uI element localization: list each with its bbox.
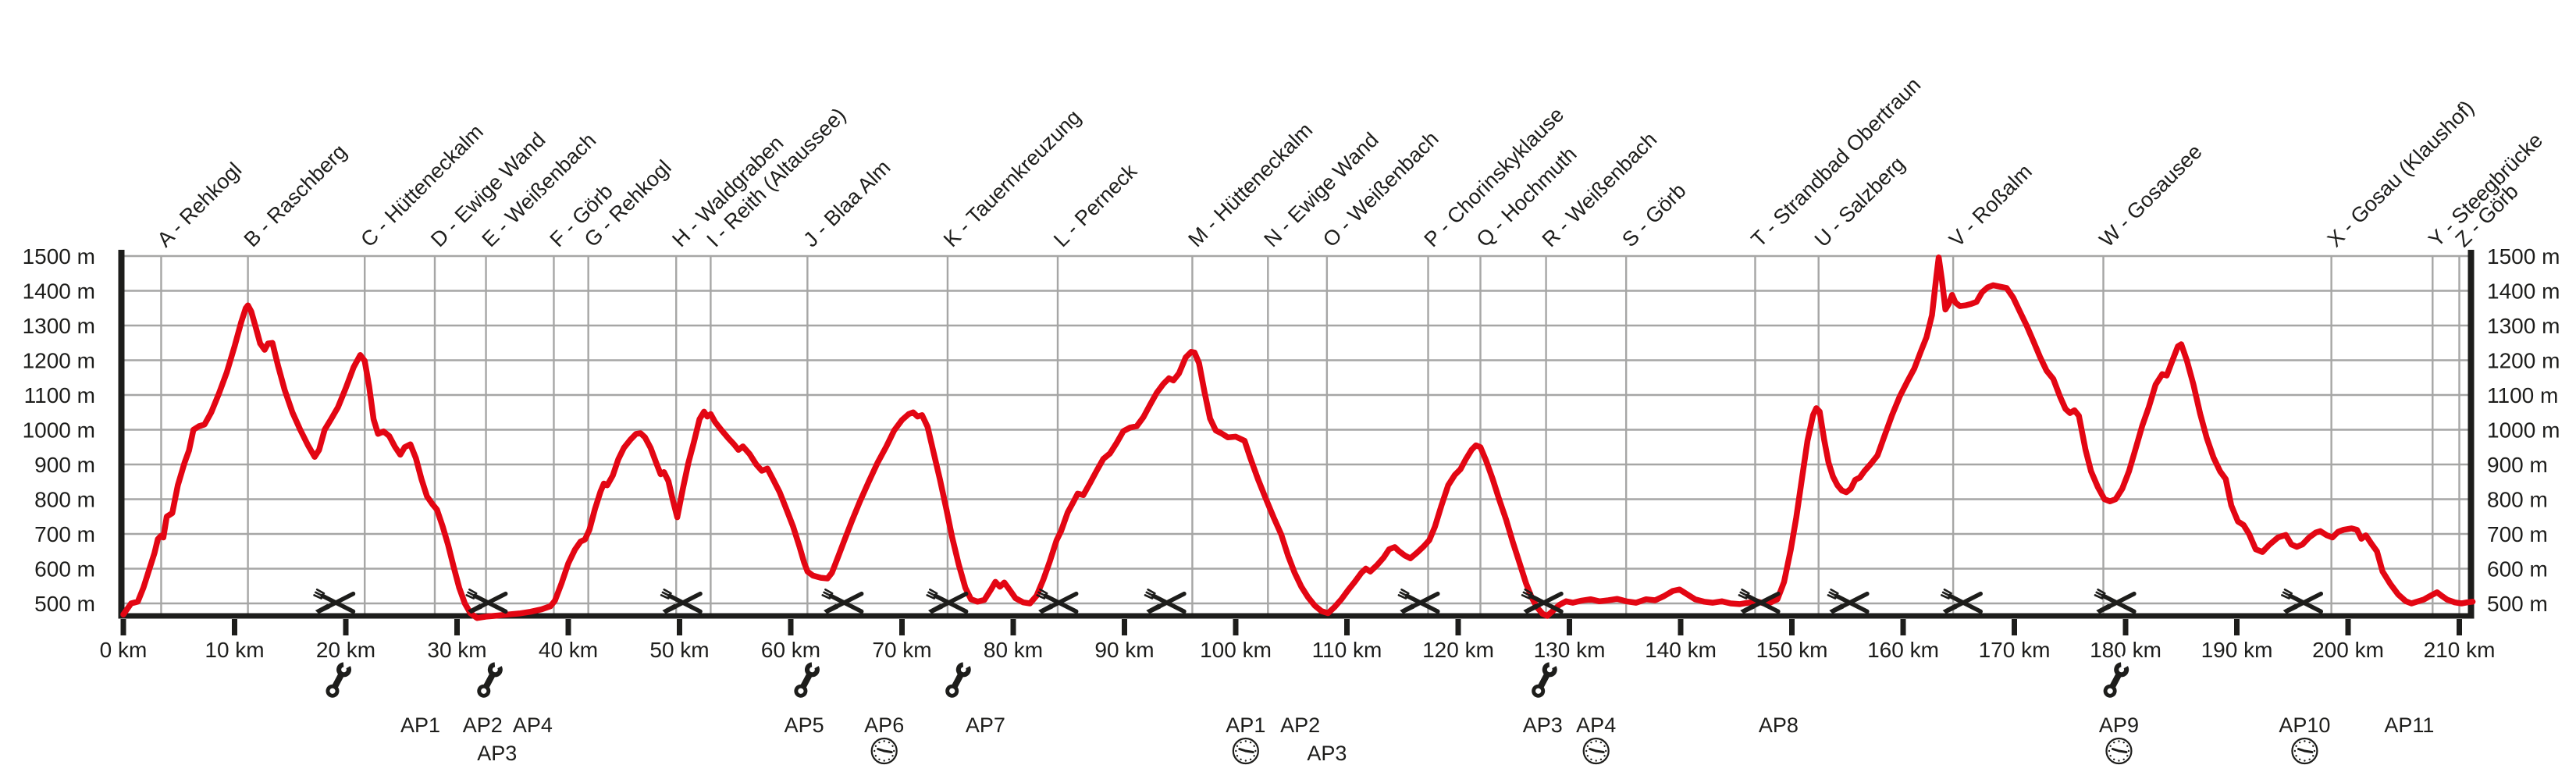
ap-label: AP9 — [2099, 713, 2139, 737]
waypoint-label: S - Görb — [1617, 179, 1690, 251]
fork-knife-icon — [313, 588, 356, 614]
fork-knife-icon — [1397, 588, 1440, 614]
ap-label: AP1 — [1226, 713, 1265, 737]
ap-label: AP8 — [1759, 713, 1799, 737]
y-axis-label-left: 1200 m — [23, 349, 95, 373]
ap-label: AP7 — [966, 713, 1005, 737]
ap-label: AP10 — [2279, 713, 2330, 737]
y-axis-label-right: 600 m — [2487, 557, 2548, 582]
y-axis-label-left: 1400 m — [23, 279, 95, 304]
x-axis-label: 210 km — [2424, 638, 2496, 662]
clock-icon — [1232, 737, 1259, 765]
x-axis-label: 170 km — [1979, 638, 2051, 662]
wrench-icon — [2103, 655, 2135, 698]
waypoint-label: C - Hütteneckalm — [356, 120, 488, 252]
y-axis-label-left: 800 m — [34, 488, 95, 512]
fork-knife-icon — [1521, 588, 1564, 614]
waypoint-label: J - Blaa Alm — [799, 155, 895, 251]
waypoint-label: L - Perneck — [1049, 159, 1141, 251]
ap-label: AP3 — [1523, 713, 1563, 737]
fork-knife-icon — [1738, 588, 1781, 614]
waypoint-label: V - Roßalm — [1944, 159, 2037, 251]
fork-knife-icon — [2281, 588, 2324, 614]
x-axis-label: 70 km — [872, 638, 931, 662]
x-axis-label: 90 km — [1094, 638, 1154, 662]
wrench-icon — [477, 655, 508, 698]
fork-knife-icon — [926, 588, 969, 614]
x-axis-label: 100 km — [1200, 638, 1272, 662]
wrench-icon — [1532, 655, 1563, 698]
fork-knife-icon — [1940, 588, 1983, 614]
x-axis-label: 80 km — [984, 638, 1043, 662]
wrench-icon — [794, 655, 825, 698]
x-axis-label: 60 km — [761, 638, 820, 662]
y-axis-label-left: 1300 m — [23, 314, 95, 338]
y-axis-label-left: 1000 m — [23, 418, 95, 443]
wrench-icon — [945, 655, 977, 698]
y-axis-label-left: 500 m — [34, 592, 95, 616]
y-axis-label-right: 1300 m — [2487, 314, 2560, 338]
fork-knife-icon — [1036, 588, 1079, 614]
y-axis-label-left: 700 m — [34, 522, 95, 546]
ap-label: AP2 — [1280, 713, 1320, 737]
ap-label: AP1 — [400, 713, 440, 737]
y-axis-label-right: 1100 m — [2487, 383, 2558, 407]
x-axis-label: 190 km — [2201, 638, 2273, 662]
x-axis-label: 30 km — [427, 638, 486, 662]
clock-icon — [2291, 737, 2318, 765]
elevation-line — [120, 254, 2476, 621]
ap-label: AP5 — [785, 713, 824, 737]
y-axis-label-right: 500 m — [2487, 592, 2548, 616]
y-axis-label-right: 800 m — [2487, 488, 2548, 512]
waypoint-label: A - Rehkogl — [152, 158, 246, 251]
x-axis-label: 120 km — [1422, 638, 1494, 662]
ap-label: AP4 — [1576, 713, 1616, 737]
fork-knife-icon — [1144, 588, 1187, 614]
x-axis-label: 150 km — [1756, 638, 1828, 662]
waypoint-label: W - Gosausee — [2095, 140, 2207, 251]
x-axis-label: 50 km — [649, 638, 709, 662]
x-axis-label: 130 km — [1534, 638, 1606, 662]
fork-knife-icon — [821, 588, 864, 614]
waypoint-label: B - Raschberg — [240, 140, 351, 251]
y-axis-label-right: 1500 m — [2487, 244, 2560, 269]
y-axis-label-right: 1400 m — [2487, 279, 2560, 304]
ap-label: AP3 — [1307, 742, 1347, 765]
fork-knife-icon — [2094, 588, 2137, 614]
y-axis-label-right: 700 m — [2487, 522, 2548, 546]
x-axis-label: 0 km — [100, 638, 148, 662]
x-axis-label: 10 km — [205, 638, 264, 662]
clock-icon — [1582, 737, 1610, 765]
y-axis-label-left: 600 m — [34, 557, 95, 582]
wrench-icon — [326, 655, 357, 698]
ap-label: AP11 — [2384, 713, 2434, 737]
clock-icon — [870, 737, 898, 765]
x-axis-label: 40 km — [539, 638, 598, 662]
clock-icon — [2105, 737, 2133, 765]
waypoint-label: M - Hütteneckalm — [1183, 118, 1317, 251]
ap-label: AP4 — [513, 713, 553, 737]
ap-label: AP6 — [864, 713, 904, 737]
x-axis-label: 110 km — [1312, 638, 1382, 662]
ap-label: AP3 — [477, 742, 517, 765]
fork-knife-icon — [1827, 588, 1870, 614]
x-axis-label: 160 km — [1867, 638, 1939, 662]
y-axis-label-left: 900 m — [34, 453, 95, 477]
fork-knife-icon — [660, 588, 703, 614]
y-axis-label-right: 900 m — [2487, 453, 2548, 477]
x-axis-label: 200 km — [2312, 638, 2384, 662]
x-axis-label: 140 km — [1645, 638, 1717, 662]
y-axis-label-right: 1200 m — [2487, 349, 2560, 373]
ap-label: AP2 — [463, 713, 503, 737]
fork-knife-icon — [465, 588, 508, 614]
y-axis-label-right: 1000 m — [2487, 418, 2560, 443]
y-axis-label-left: 1100 m — [24, 383, 95, 407]
y-axis-label-left: 1500 m — [23, 244, 95, 269]
